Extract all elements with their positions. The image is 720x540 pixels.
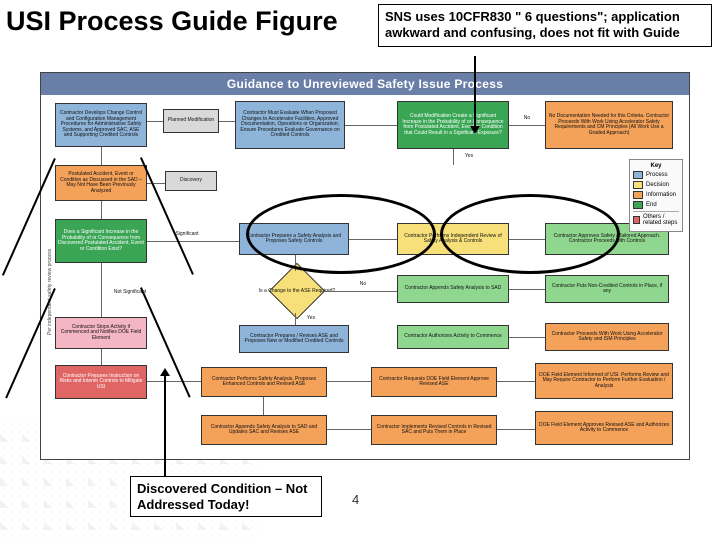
page-number: 4 xyxy=(352,492,359,507)
box-b2: Discovery xyxy=(165,171,217,191)
legend-item: Process xyxy=(646,172,668,178)
box-g1: Contractor Appends Safety Analysis to SA… xyxy=(201,415,327,445)
box-d2: Contractor Appends Safety Analysis to SA… xyxy=(397,275,509,303)
lbl-yes-d: Yes xyxy=(299,313,323,323)
box-d3: Contractor Puts Non-Credited Controls in… xyxy=(545,275,669,303)
box-f4: DOE Field Element Informed of USI. Perfo… xyxy=(535,363,673,399)
lbl-notsig: Not Significant xyxy=(105,287,155,297)
lbl-yes-a: Yes xyxy=(457,151,481,161)
legend: Key Process Decision Information End Oth… xyxy=(629,159,683,232)
lbl-sig: Significant xyxy=(157,229,217,239)
flowchart-body: Per independent safety review process Co… xyxy=(41,95,689,459)
box-f1: Contractor Prepares Instruction on Risks… xyxy=(55,365,147,399)
box-a3: Contractor Must Evaluate When Proposed C… xyxy=(235,101,345,149)
box-a2: Planned Modification xyxy=(163,109,219,133)
lbl-no-a: No xyxy=(515,113,539,123)
annotation-circle-left xyxy=(246,194,436,274)
lbl-no-d: No xyxy=(351,279,375,289)
box-e2: Contractor Prepares / Revises ASE and Pr… xyxy=(239,325,349,353)
box-a4: Could Modification Create a Significant … xyxy=(397,101,509,149)
callout-top: SNS uses 10CFR830 " 6 questions"; applic… xyxy=(378,4,712,47)
box-a5: No Documentation Needed for this Criteri… xyxy=(545,101,673,149)
box-c1: Does a Significant Increase in the Proba… xyxy=(55,219,147,263)
box-e1: Contractor Stops Activity if Commenced a… xyxy=(55,317,147,349)
box-e3: Contractor Authorizes Activity to Commen… xyxy=(397,325,509,349)
legend-item: Decision xyxy=(646,182,669,188)
legend-item: Others / related steps xyxy=(643,214,679,226)
callout-bottom: Discovered Condition – Not Addressed Tod… xyxy=(130,476,322,517)
box-b1: Postulated Accident, Event or Condition … xyxy=(55,165,147,201)
box-g3: DOE Field Element Approves Revised ASE a… xyxy=(535,411,673,445)
legend-title: Key xyxy=(633,163,679,169)
box-g2: Contractor Implements Revised Controls i… xyxy=(371,415,497,445)
box-f3: Contractor Requests DOE Field Element Ap… xyxy=(371,367,497,397)
arrow-bottom-callout xyxy=(164,374,166,476)
legend-item: End xyxy=(646,202,657,208)
chart-title: Guidance to Unreviewed Safety Issue Proc… xyxy=(41,73,689,95)
arrow-top-callout xyxy=(474,56,476,128)
page-title: USI Process Guide Figure xyxy=(6,6,338,37)
legend-item: Information xyxy=(646,192,676,198)
box-e4: Contractor Proceeds With Work Using Acce… xyxy=(545,323,669,351)
box-f2: Contractor Performs Safety Analysis, Pro… xyxy=(201,367,327,397)
annotation-circle-right xyxy=(440,194,620,274)
box-a1: Contractor Develops Change Control and C… xyxy=(55,103,147,147)
